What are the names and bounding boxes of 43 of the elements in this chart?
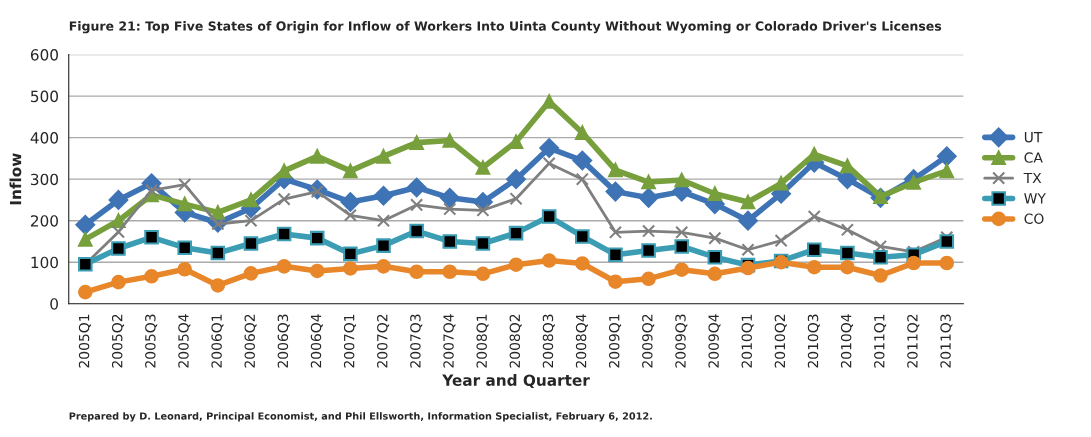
x-tick-label: 2009Q1 [608, 314, 622, 368]
x-tick-label: 2009Q2 [642, 314, 655, 368]
x-tick-label: 2011Q1 [874, 314, 887, 368]
x-tick-label: 2006Q4 [310, 314, 323, 368]
x-axis-title: Year and Quarter [442, 374, 590, 388]
y-tick-label: 400 [30, 132, 58, 144]
x-tick-label: 2006Q3 [277, 314, 290, 368]
x-tick-label: 2008Q4 [575, 314, 588, 368]
x-tick-label: 2008Q1 [476, 314, 489, 368]
x-tick-label: 2006Q1 [211, 314, 224, 368]
x-tick-label: 2010Q2 [774, 314, 787, 368]
x-tick-label: 2009Q3 [675, 314, 688, 368]
x-tick-label: 2005Q2 [111, 314, 125, 368]
x-tick-label: 2005Q3 [145, 314, 158, 368]
x-tick-label: 2010Q1 [741, 314, 754, 368]
text: Prepared by D. Leonard, Principal Economist, and Phil Ellsworth, Information Specialist, February 6, 2012. [69, 412, 652, 422]
y-axis-title: Inflow [9, 153, 22, 205]
x-tick-label: 2005Q4 [178, 314, 191, 368]
x-tick-label: 2005Q1 [78, 314, 91, 368]
x-tick-label: 2009Q4 [708, 314, 721, 368]
y-tick-label: 100 [31, 256, 58, 269]
x-tick-label: 2007Q1 [343, 314, 356, 368]
legend-label: TX [1023, 172, 1042, 183]
legend-label: CO [1024, 213, 1044, 224]
y-tick-label: 0 [50, 298, 58, 310]
legend-label: CA [1024, 152, 1043, 163]
legend-label: WY [1024, 193, 1046, 204]
x-tick-label: 2008Q2 [509, 314, 522, 368]
x-tick-label: 2010Q3 [807, 314, 820, 368]
x-tick-label: 2007Q3 [410, 314, 423, 368]
x-tick-label: 2006Q2 [244, 314, 257, 368]
x-tick-label: 2007Q2 [377, 314, 390, 368]
x-tick-label: 2007Q4 [443, 314, 456, 368]
x-tick-label: 2010Q4 [840, 314, 854, 368]
x-tick-label: 2011Q2 [907, 314, 920, 368]
y-tick-label: 200 [30, 215, 58, 227]
legend-label: UT [1024, 132, 1043, 143]
y-tick-label: 300 [31, 173, 58, 186]
chart-title: Figure 21: Top Five States of Origin for Inflow of Workers Into Uinta County Without Wyoming or Colorado Driver's Licenses [69, 21, 942, 34]
y-tick-label: 600 [30, 49, 58, 61]
y-tick-label: 500 [31, 90, 58, 103]
x-tick-label: 2008Q3 [542, 314, 555, 368]
x-tick-label: 2011Q3 [940, 314, 953, 368]
